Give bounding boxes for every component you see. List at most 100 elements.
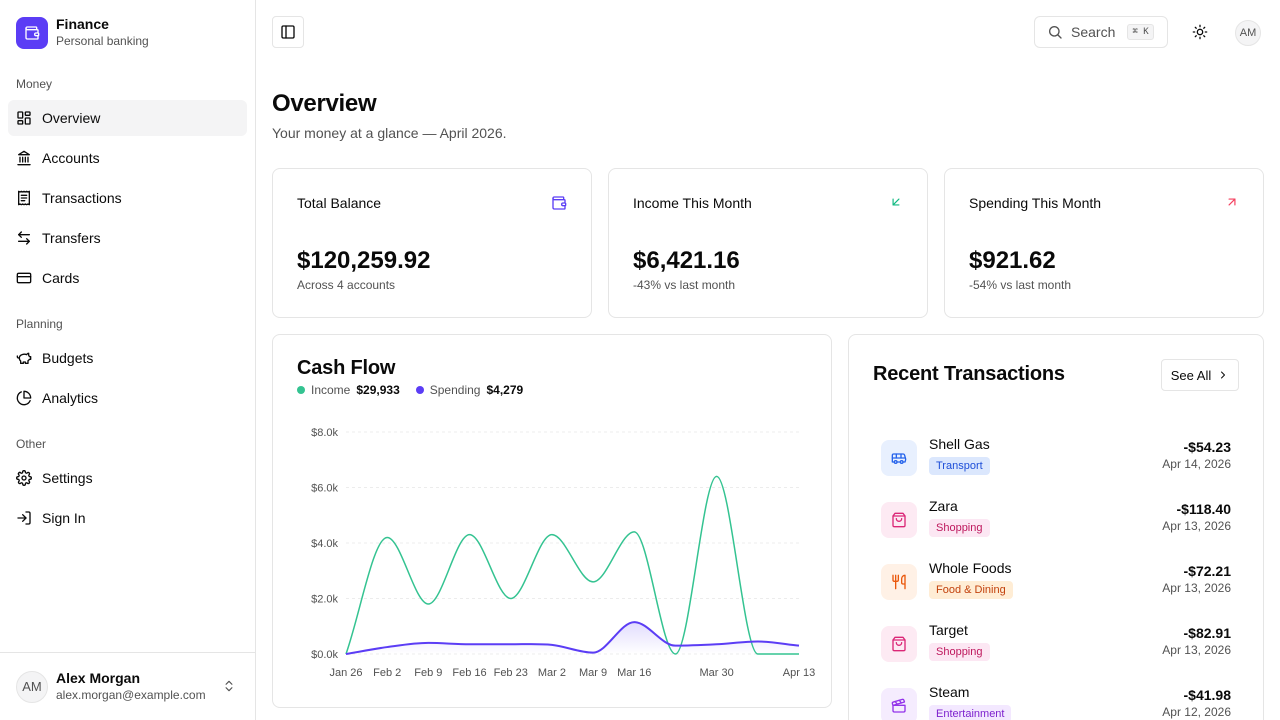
brand-subtitle: Personal banking xyxy=(56,34,149,48)
chevron-right-icon xyxy=(1221,371,1226,379)
transaction-date: Apr 13, 2026 xyxy=(1162,581,1231,595)
y-tick-label: $0.0k xyxy=(311,649,338,661)
y-tick-label: $8.0k xyxy=(311,427,338,439)
receipt-icon xyxy=(18,190,30,206)
legend-spending-label: Spending xyxy=(429,383,481,397)
avatar: AM xyxy=(16,670,48,703)
income-line xyxy=(345,475,799,655)
y-tick-label: $2.0k xyxy=(311,594,338,606)
stat-card-spending: Spending This Month $921.62 -54% vs last… xyxy=(944,168,1264,318)
transactions-title: Recent Transactions xyxy=(873,363,1065,385)
transaction-name: Shell Gas xyxy=(929,436,990,452)
landmark-icon xyxy=(17,150,31,166)
sidebar-item-label: Analytics xyxy=(42,390,99,406)
y-tick-label: $4.0k xyxy=(311,538,338,550)
sidebar-item-transfers[interactable]: Transfers xyxy=(8,220,247,256)
transaction-date: Apr 12, 2026 xyxy=(1162,705,1231,719)
y-tick-label: $6.0k xyxy=(311,483,338,495)
sun-icon xyxy=(1192,24,1208,40)
search-button[interactable]: Search ⌘ K xyxy=(1034,16,1168,48)
x-tick-label: Mar 9 xyxy=(579,667,607,679)
x-tick-label: Mar 30 xyxy=(700,667,734,679)
x-tick-label: Feb 16 xyxy=(452,667,486,679)
section-label-money: Money xyxy=(16,77,53,91)
search-shortcut: ⌘ K xyxy=(1127,24,1154,40)
shopping-bag-icon xyxy=(881,502,917,538)
category-badge: Shopping xyxy=(929,643,990,661)
sidebar-item-label: Sign In xyxy=(42,510,86,526)
stat-value: $921.62 xyxy=(969,247,1056,274)
brand-name: Finance xyxy=(56,16,109,32)
stat-value: $6,421.16 xyxy=(633,247,740,274)
category-badge: Entertainment xyxy=(929,705,1012,720)
arrow-left-right-icon xyxy=(18,231,30,245)
shopping-bag-icon xyxy=(881,626,917,662)
transaction-name: Target xyxy=(929,622,968,638)
transaction-row[interactable]: Shell Gas Transport -$54.23 Apr 14, 2026 xyxy=(881,436,1231,492)
sidebar-toggle-button[interactable] xyxy=(272,16,304,48)
section-label-planning: Planning xyxy=(16,317,63,331)
sidebar-item-settings[interactable]: Settings xyxy=(8,460,247,496)
transaction-amount: -$41.98 xyxy=(1183,687,1231,703)
category-badge: Food & Dining xyxy=(929,581,1013,599)
brand[interactable]: Finance Personal banking xyxy=(16,16,149,50)
avatar[interactable]: AM xyxy=(1235,20,1261,46)
bus-icon xyxy=(881,440,917,476)
x-tick-label: Mar 16 xyxy=(617,667,651,679)
sidebar-item-label: Accounts xyxy=(42,150,100,166)
sidebar-item-label: Transactions xyxy=(42,190,122,206)
theme-toggle-button[interactable] xyxy=(1186,18,1214,46)
sidebar-item-label: Budgets xyxy=(42,350,94,366)
chevrons-up-down-icon xyxy=(225,680,233,692)
sidebar-item-sign-in[interactable]: Sign In xyxy=(8,500,247,536)
transaction-amount: -$82.91 xyxy=(1183,625,1231,641)
search-label: Search xyxy=(1071,24,1116,40)
piggy-bank-icon xyxy=(16,352,32,364)
sidebar-item-accounts[interactable]: Accounts xyxy=(8,140,247,176)
utensils-icon xyxy=(881,564,917,600)
spending-dot xyxy=(415,386,424,394)
stat-subtext: -54% vs last month xyxy=(969,278,1072,292)
cash-flow-chart[interactable]: $0.0k $2.0k $4.0k $6.0k $8.0k Jan 26 Feb 2 Feb … xyxy=(273,335,831,707)
stat-card-total-balance: Total Balance $120,259.92 Across 4 accou… xyxy=(272,168,592,318)
credit-card-icon xyxy=(16,272,32,284)
transaction-row[interactable]: Target Shopping -$82.91 Apr 13, 2026 xyxy=(881,622,1231,678)
cash-flow-title: Cash Flow xyxy=(297,357,396,379)
legend-spending-total: $4,279 xyxy=(486,383,524,397)
sidebar-item-overview[interactable]: Overview xyxy=(8,100,247,136)
sidebar-item-analytics[interactable]: Analytics xyxy=(8,380,247,416)
section-label-other: Other xyxy=(16,437,47,451)
log-in-icon xyxy=(17,511,31,525)
sidebar-item-cards[interactable]: Cards xyxy=(8,260,247,296)
transaction-amount: -$72.21 xyxy=(1183,563,1231,579)
search-icon xyxy=(1049,26,1062,39)
transaction-row[interactable]: Whole Foods Food & Dining -$72.21 Apr 13, 2… xyxy=(881,560,1231,616)
user-menu[interactable]: AM Alex Morgan alex.morgan@example.com xyxy=(0,652,255,720)
transaction-name: Zara xyxy=(929,498,958,514)
recent-transactions-card: Recent Transactions See All Shell Gas Tra… xyxy=(848,334,1264,720)
sidebar-item-label: Settings xyxy=(42,470,93,486)
transaction-row[interactable]: Zara Shopping -$118.40 Apr 13, 2026 xyxy=(881,498,1231,554)
arrow-down-left-icon xyxy=(892,198,900,206)
x-tick-label: Feb 23 xyxy=(494,667,528,679)
chart-legend: Income $29,933 Spending $4,279 xyxy=(297,383,539,397)
clapperboard-icon xyxy=(881,688,917,720)
transaction-row[interactable]: Steam Entertainment -$41.98 Apr 12, 2026 xyxy=(881,684,1231,720)
pie-chart-icon xyxy=(16,390,32,406)
stat-title: Income This Month xyxy=(633,195,752,211)
legend-income-total: $29,933 xyxy=(356,383,400,397)
x-tick-label: Feb 2 xyxy=(373,667,401,679)
see-all-button[interactable]: See All xyxy=(1161,359,1239,391)
category-badge: Shopping xyxy=(929,519,990,537)
wallet-icon xyxy=(16,17,48,49)
x-tick-label: Feb 9 xyxy=(414,667,442,679)
page-title: Overview xyxy=(272,90,377,117)
sidebar-item-transactions[interactable]: Transactions xyxy=(8,180,247,216)
panel-left-icon xyxy=(281,25,295,39)
page-subtitle: Your money at a glance — April 2026. xyxy=(272,125,507,141)
income-dot xyxy=(297,386,305,394)
x-tick-label: Apr 13 xyxy=(783,667,815,679)
sidebar-item-budgets[interactable]: Budgets xyxy=(8,340,247,376)
stat-value: $120,259.92 xyxy=(297,247,431,274)
transaction-name: Steam xyxy=(929,684,970,700)
